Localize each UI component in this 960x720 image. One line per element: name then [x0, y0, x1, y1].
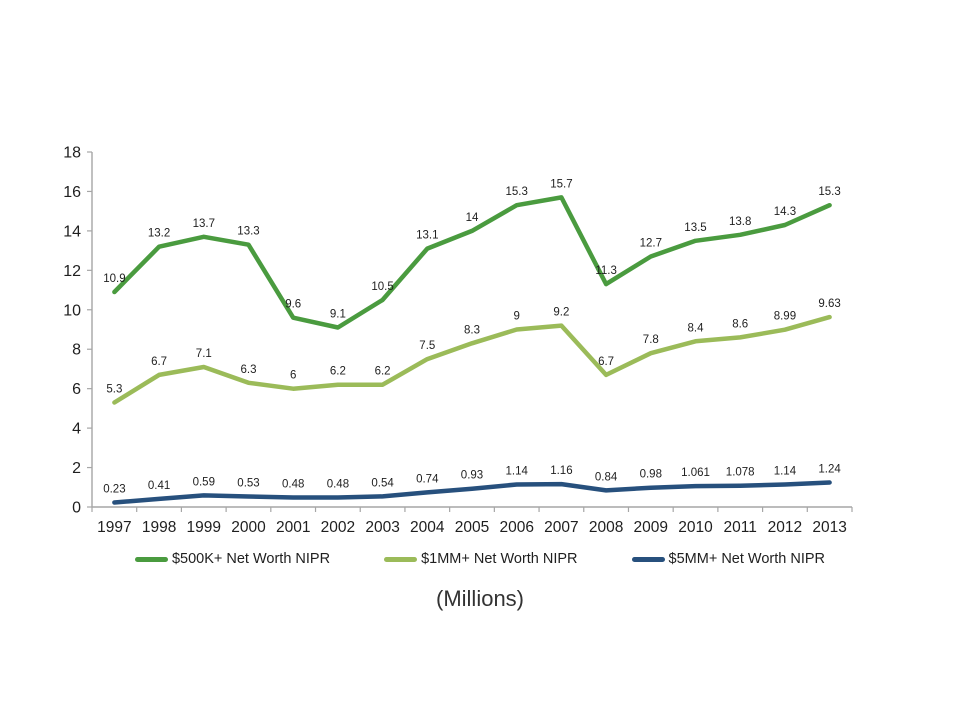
x-tick-label: 2013 — [812, 519, 846, 536]
data-label-s2: 1.14 — [774, 466, 797, 478]
data-label-s2: 1.14 — [506, 466, 529, 478]
data-label-s0: 13.7 — [193, 218, 215, 230]
x-tick-label: 1997 — [97, 519, 131, 536]
y-tick-label: 16 — [63, 184, 81, 201]
data-label-s1: 6.2 — [330, 366, 346, 378]
data-label-s2: 0.53 — [237, 478, 259, 490]
x-tick-label: 2006 — [499, 519, 533, 536]
data-label-s1: 8.3 — [464, 324, 480, 336]
data-label-s0: 15.3 — [506, 186, 528, 198]
data-label-s1: 9 — [513, 311, 519, 323]
x-tick-label: 1999 — [187, 519, 221, 536]
y-tick-label: 12 — [63, 263, 81, 280]
data-label-s1: 8.99 — [774, 311, 796, 323]
data-label-s1: 7.8 — [643, 334, 659, 346]
data-label-s1: 7.1 — [196, 348, 212, 360]
data-label-s2: 0.23 — [103, 484, 125, 496]
legend-item-1mm: $1MM+ Net Worth NIPR — [384, 551, 578, 567]
x-tick-label: 2011 — [724, 519, 757, 536]
x-tick-label: 2001 — [276, 519, 310, 536]
data-label-s0: 13.3 — [237, 226, 259, 238]
legend-label-500k: $500K+ Net Worth NIPR — [171, 551, 331, 567]
series-line-0 — [112, 195, 832, 330]
data-label-s0: 14.3 — [774, 206, 796, 218]
data-label-s1: 6.2 — [375, 366, 391, 378]
data-label-s1: 6.3 — [241, 364, 257, 376]
data-label-s2: 0.54 — [371, 477, 394, 489]
data-label-s0: 11.3 — [595, 265, 617, 277]
x-tick-label: 2002 — [321, 519, 355, 536]
data-label-s2: 0.74 — [416, 473, 439, 485]
legend-label-5mm: $5MM+ Net Worth NIPR — [668, 551, 826, 567]
y-tick-label: 18 — [63, 145, 81, 162]
legend-marker-1mm-icon — [384, 556, 418, 562]
x-tick-label: 1998 — [142, 519, 176, 536]
data-label-s0: 9.1 — [330, 309, 346, 321]
data-label-s2: 0.59 — [193, 476, 215, 488]
data-label-s2: 0.93 — [461, 470, 483, 482]
data-label-s2: 1.078 — [726, 467, 755, 479]
data-label-s1: 5.3 — [106, 384, 122, 396]
y-tick-label: 8 — [72, 342, 81, 359]
data-label-s0: 10.5 — [371, 281, 393, 293]
data-label-s0: 13.1 — [416, 230, 438, 242]
legend-marker-500k-icon — [134, 556, 168, 562]
chart-legend: $500K+ Net Worth NIPR $1MM+ Net Worth NI… — [0, 551, 960, 567]
legend-item-500k: $500K+ Net Worth NIPR — [134, 551, 331, 567]
x-tick-label: 2009 — [634, 519, 668, 536]
y-tick-label: 0 — [72, 500, 81, 517]
axis-units-caption: (Millions) — [436, 586, 524, 611]
legend-label-1mm: $1MM+ Net Worth NIPR — [421, 551, 578, 567]
data-label-s0: 12.7 — [640, 238, 662, 250]
data-label-s2: 1.24 — [818, 464, 841, 476]
data-label-s1: 7.5 — [419, 340, 435, 352]
x-tick-label: 2008 — [589, 519, 623, 536]
x-tick-label: 2000 — [231, 519, 266, 536]
y-tick-label: 6 — [72, 381, 81, 398]
y-tick-label: 14 — [63, 223, 81, 240]
series-line-1 — [112, 314, 832, 405]
x-tick-label: 2010 — [678, 519, 713, 536]
data-label-s0: 9.6 — [285, 299, 301, 311]
data-label-s0: 13.5 — [684, 222, 706, 234]
series-line-2 — [112, 480, 832, 505]
data-label-s0: 14 — [466, 212, 479, 224]
y-tick-label: 4 — [72, 421, 81, 438]
legend-item-5mm: $5MM+ Net Worth NIPR — [631, 551, 826, 567]
data-label-s2: 0.48 — [327, 479, 349, 491]
data-label-s2: 0.41 — [148, 480, 170, 492]
data-label-s0: 15.7 — [550, 178, 572, 190]
line-chart: 0 2 4 6 8 10 12 14 16 18 1997 1998 1999 2000 2001 2002 2… — [63, 145, 853, 536]
data-label-s2: 0.98 — [640, 469, 662, 481]
x-tick-label: 2004 — [410, 519, 445, 536]
legend-marker-5mm-icon — [631, 556, 665, 562]
data-label-s2: 0.48 — [282, 479, 304, 491]
y-tick-label: 2 — [72, 460, 81, 477]
data-label-s1: 6 — [290, 370, 296, 382]
x-tick-label: 2005 — [455, 519, 489, 536]
data-label-s2: 1.16 — [550, 465, 572, 477]
data-label-s0: 13.8 — [729, 216, 751, 228]
data-label-s1: 9.63 — [818, 298, 840, 310]
data-label-s0: 15.3 — [818, 186, 840, 198]
data-label-s0: 10.9 — [103, 273, 125, 285]
data-label-s1: 6.7 — [598, 356, 614, 368]
data-label-s1: 8.4 — [688, 322, 705, 334]
data-label-s0: 13.2 — [148, 228, 170, 240]
x-tick-label: 2003 — [365, 519, 399, 536]
data-label-s2: 0.84 — [595, 471, 618, 483]
data-label-s2: 1.061 — [681, 467, 710, 479]
x-tick-label: 2007 — [544, 519, 578, 536]
x-tick-label: 2012 — [768, 519, 802, 536]
data-label-s1: 9.2 — [553, 307, 569, 319]
y-tick-label: 10 — [63, 302, 81, 319]
data-label-s1: 8.6 — [732, 318, 748, 330]
data-label-s1: 6.7 — [151, 356, 167, 368]
